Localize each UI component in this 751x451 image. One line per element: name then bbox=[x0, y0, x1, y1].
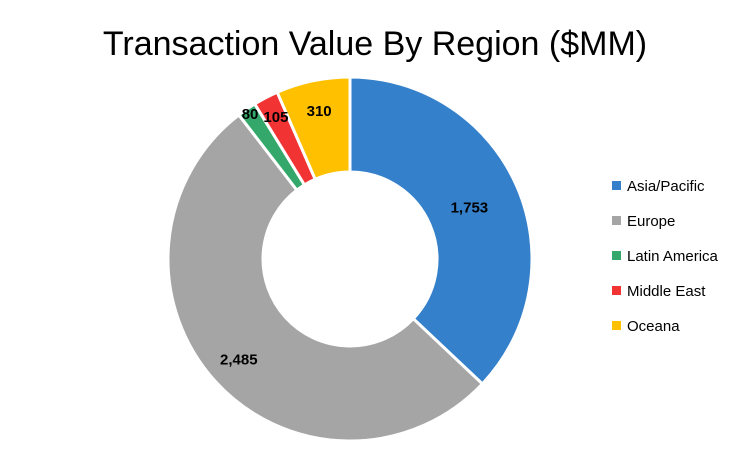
legend-swatch-latin-america bbox=[612, 251, 621, 260]
legend-swatch-middle-east bbox=[612, 286, 621, 295]
legend-label-europe: Europe bbox=[627, 213, 675, 230]
data-label-asia-pacific: 1,753 bbox=[451, 200, 489, 217]
chart-title: Transaction Value By Region ($MM) bbox=[103, 25, 647, 63]
slice-europe bbox=[166, 112, 485, 443]
legend-label-asia-pacific: Asia/Pacific bbox=[627, 178, 705, 195]
data-label-europe: 2,485 bbox=[220, 352, 258, 369]
data-label-oceana: 310 bbox=[307, 103, 332, 120]
legend-swatch-europe bbox=[612, 216, 621, 225]
data-label-middle-east: 105 bbox=[263, 109, 288, 126]
legend-swatch-oceana bbox=[612, 321, 621, 330]
legend-label-middle-east: Middle East bbox=[627, 283, 706, 300]
data-label-latin-america: 80 bbox=[242, 106, 259, 123]
data-labels: 1,753 2,485 80 105 310 bbox=[220, 103, 488, 368]
legend-label-oceana: Oceana bbox=[627, 318, 680, 335]
legend: Asia/Pacific Europe Latin America Middle Ea… bbox=[612, 178, 719, 335]
slice-asia-pacific bbox=[348, 75, 534, 387]
legend-label-latin-america: Latin America bbox=[627, 248, 719, 265]
slice-oceana bbox=[275, 75, 352, 182]
legend-swatch-asia-pacific bbox=[612, 181, 621, 190]
donut-slices bbox=[166, 75, 534, 443]
